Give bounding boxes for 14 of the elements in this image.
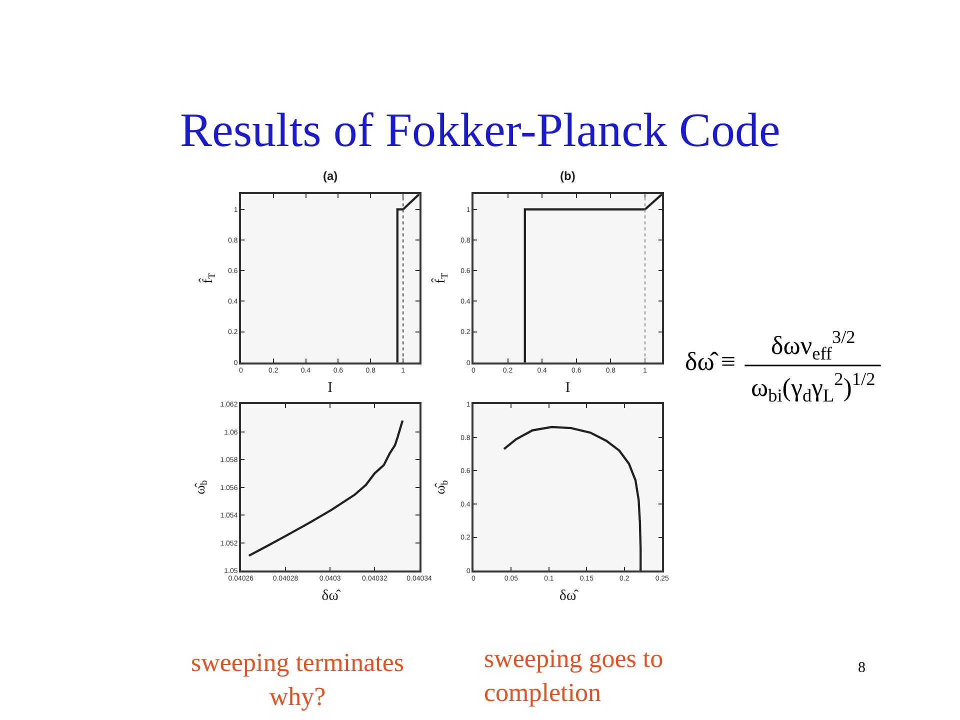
text: Results of Fokker-Planck Code bbox=[180, 104, 780, 157]
chart-title: (a) bbox=[323, 169, 338, 183]
text: sweeping terminates why? bbox=[191, 648, 404, 711]
line-series bbox=[502, 426, 642, 571]
x-axis-title: I bbox=[565, 380, 570, 396]
line-series bbox=[248, 419, 404, 557]
text: 8 bbox=[858, 660, 866, 676]
chart-title: (b) bbox=[560, 169, 576, 183]
x-axis-title: I bbox=[328, 380, 333, 396]
x-axis-title: δω̂ bbox=[322, 588, 342, 604]
text: δω̂ ≡ bbox=[685, 347, 736, 376]
text: ω$_{bi}$(γ$_{d}$γ$_{L}$$^{2}$)$^{1/2}$ bbox=[751, 369, 876, 406]
x-axis-title: δω̂ bbox=[559, 588, 580, 604]
text: sweeping goes to completion bbox=[484, 644, 664, 707]
